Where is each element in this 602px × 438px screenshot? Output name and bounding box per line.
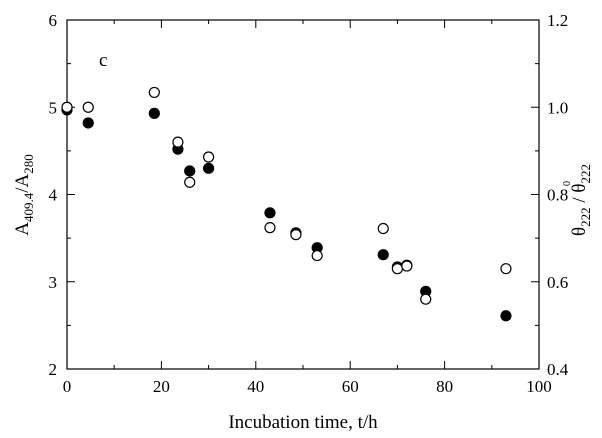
data-point-open — [377, 222, 389, 235]
y-tick-label-right: 1.0 — [547, 98, 568, 117]
y-tick-label-left: 2 — [49, 360, 58, 379]
y-axis-label-left: A409.4/A280 — [12, 154, 36, 235]
data-point-filled — [377, 249, 389, 261]
data-point-open — [61, 101, 73, 113]
x-tick-label: 20 — [153, 377, 170, 396]
data-point-open — [420, 293, 432, 305]
x-tick-label: 60 — [342, 377, 359, 396]
y-tick-label-left: 6 — [49, 11, 58, 30]
data-point-open — [148, 86, 160, 99]
y-axis-label-right: θ222 / θ2220 — [562, 164, 593, 236]
x-tick-label: 0 — [63, 377, 72, 396]
data-point-open — [172, 136, 184, 148]
x-tick-label: 80 — [436, 377, 453, 396]
data-point-open — [391, 263, 403, 275]
data-point-open — [203, 151, 215, 163]
x-tick-label: 40 — [247, 377, 264, 396]
y-tick-label-right: 0.8 — [547, 186, 568, 205]
y-tick-label-left: 4 — [49, 186, 58, 205]
panel-label: c — [99, 50, 107, 71]
data-point-filled — [500, 310, 512, 322]
data-point-filled — [148, 107, 160, 119]
data-point-filled — [184, 165, 196, 177]
data-point-open — [500, 263, 512, 275]
data-point-open — [82, 101, 94, 113]
x-axis-label: Incubation time, t/h — [228, 412, 378, 433]
plot-frame — [66, 19, 540, 370]
y-tick-label-left: 5 — [49, 98, 58, 117]
x-tick-label: 100 — [526, 377, 552, 396]
data-points — [61, 86, 512, 322]
axis-ticks — [66, 19, 540, 370]
y-tick-label-right: 1.2 — [547, 11, 568, 30]
data-point-open — [184, 176, 196, 188]
data-point-filled — [82, 117, 94, 129]
y-tick-label-right: 0.6 — [547, 273, 568, 292]
tick-labels: 0 20 40 60 80 100 2 3 4 5 6 0.4 0.6 0.8 1.0 1.2 — [49, 11, 569, 396]
data-point-open — [264, 222, 276, 234]
data-point-open — [290, 229, 302, 241]
data-point-open — [401, 260, 413, 272]
data-point-filled — [264, 207, 276, 219]
y-tick-label-left: 3 — [49, 273, 58, 292]
data-point-open — [311, 249, 323, 262]
data-point-filled — [203, 162, 215, 174]
y-tick-label-right: 0.4 — [547, 360, 569, 379]
